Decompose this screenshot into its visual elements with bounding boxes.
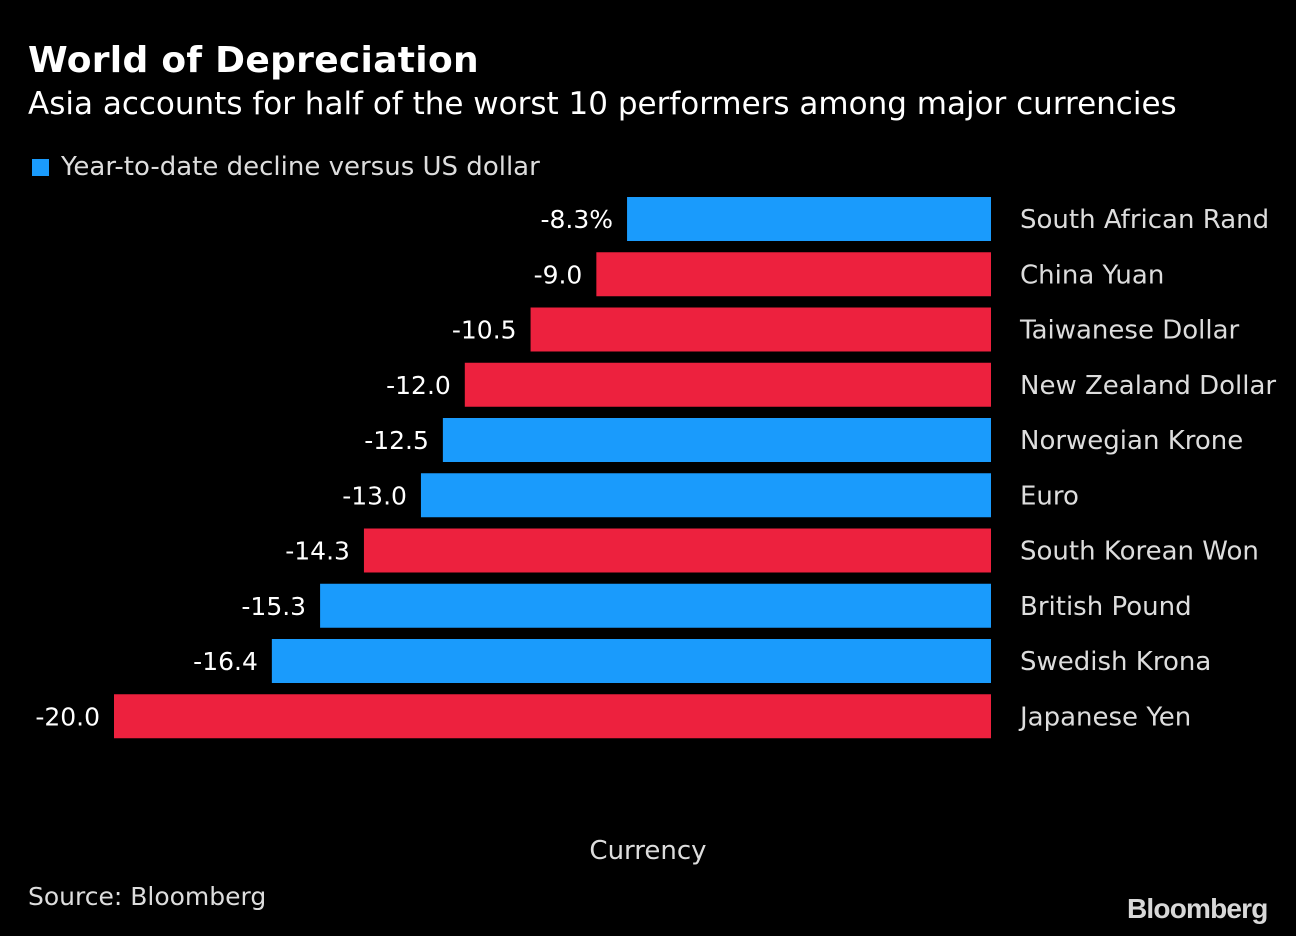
value-label: -9.0: [534, 260, 583, 289]
bar-taiwanese-dollar: [530, 307, 991, 352]
chart-subtitle: Asia accounts for half of the worst 10 p…: [28, 86, 1177, 122]
category-label: China Yuan: [1020, 260, 1164, 290]
bar-japanese-yen: [114, 694, 991, 739]
category-label: South Korean Won: [1020, 537, 1259, 567]
bloomberg-logo: Bloomberg: [1127, 893, 1268, 924]
value-label: -8.3%: [540, 205, 613, 234]
value-label: -16.4: [193, 647, 258, 676]
legend: Year-to-date decline versus US dollar: [32, 152, 540, 182]
value-label: -13.0: [342, 481, 407, 510]
value-label: -20.0: [35, 702, 100, 731]
category-label: South African Rand: [1020, 205, 1269, 235]
value-label: -14.3: [285, 537, 350, 566]
legend-swatch: [32, 158, 49, 176]
source-note: Source: Bloomberg: [28, 882, 267, 911]
value-label: -10.5: [452, 316, 517, 345]
bar-swedish-krona: [271, 639, 991, 683]
bar-norwegian-krone: [442, 418, 991, 462]
category-label: Euro: [1020, 481, 1079, 511]
category-label: Swedish Krona: [1020, 647, 1211, 677]
axis-label: Currency: [589, 836, 707, 866]
bar-british-pound: [320, 583, 992, 628]
category-label: Japanese Yen: [1018, 702, 1191, 732]
bar-china-yuan: [596, 252, 991, 297]
bar-south-korean-won: [363, 528, 991, 573]
category-label: New Zealand Dollar: [1020, 371, 1276, 401]
value-label: -15.3: [241, 592, 306, 621]
category-label: British Pound: [1020, 592, 1192, 622]
legend-label: Year-to-date decline versus US dollar: [61, 152, 540, 182]
category-label: Norwegian Krone: [1020, 426, 1243, 456]
chart-title: World of Depreciation: [28, 40, 479, 81]
category-label: Taiwanese Dollar: [1019, 316, 1240, 346]
value-label: -12.0: [386, 371, 451, 400]
bar-south-african-rand: [627, 197, 991, 241]
bar-euro: [420, 473, 991, 518]
bar-new-zealand-dollar: [464, 362, 991, 407]
value-label: -12.5: [364, 426, 429, 455]
